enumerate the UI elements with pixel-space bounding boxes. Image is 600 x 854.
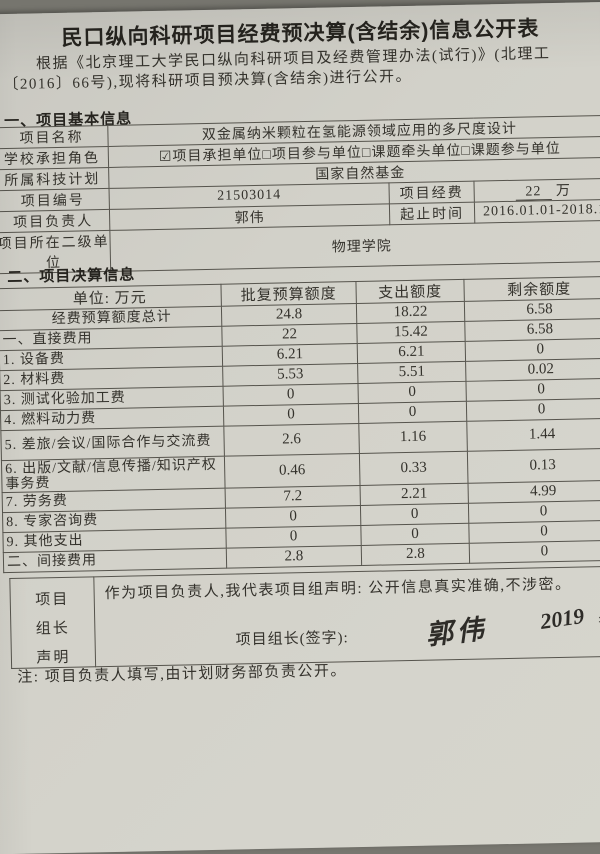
program-label: 所属科技计划 [0, 167, 110, 191]
photographed-document: { "colors": { "paper": "#d2d1c9", "backg… [0, 0, 600, 800]
declaration-box: 项目 组长 声明 作为项目负责人,我代表项目组声明: 公开信息真实准确,不涉密。… [9, 566, 600, 669]
role-option-label: 项目参与单位 [271, 145, 363, 163]
spent-amount: 0.33 [359, 451, 469, 486]
remaining-amount: 0 [465, 338, 600, 362]
unchecked-checkbox-icon: □ [361, 145, 372, 161]
role-option-label: 课题参与单位 [470, 141, 561, 159]
project-name-label: 项目名称 [0, 125, 109, 149]
spent-amount: 0 [357, 381, 467, 404]
remaining-amount: 0.13 [467, 448, 600, 484]
budget-row-label: 二、间接费用 [3, 548, 227, 573]
declaration-body: 作为项目负责人,我代表项目组声明: 公开信息真实准确,不涉密。 项目组长(签字)… [93, 566, 600, 667]
spent-amount: 0 [358, 401, 467, 424]
approved-amount: 6.21 [222, 343, 358, 367]
approved-amount: 22 [221, 323, 358, 347]
column-header: 支出额度 [355, 279, 465, 304]
section-heading-budget-info: 二、项目决算信息 [7, 266, 136, 287]
unit-value: 物理学院 [109, 220, 600, 272]
project-number-label: 项目编号 [0, 188, 110, 212]
remaining-amount: 1.44 [466, 418, 600, 452]
approved-amount: 0 [223, 383, 359, 407]
spent-amount: 2.8 [361, 543, 470, 566]
period-value: 2016.01.01-2018.12 [474, 199, 600, 224]
remaining-amount: 0 [468, 500, 600, 524]
spent-amount: 2.21 [360, 483, 469, 506]
funding-label: 项目经费 [388, 181, 475, 204]
budget-table: 单位: 万元 批复预算额度 支出额度 剩余额度 经费预算额度总计 24.8 18… [0, 276, 600, 573]
period-label: 起止时间 [389, 202, 475, 225]
basic-info-table: 项目名称 双金属纳米颗粒在氢能源领域应用的多尺度设计 学校承担角色 ☑项目承担单… [0, 115, 600, 274]
budget-row-label: 5. 差旅/会议/国际合作与交流费 [0, 426, 225, 461]
approved-amount: 24.8 [221, 303, 357, 327]
table-row: 项目 组长 声明 作为项目负责人,我代表项目组声明: 公开信息真实准确,不涉密。… [9, 566, 600, 669]
spent-amount: 15.42 [356, 321, 466, 344]
remaining-amount: 6.58 [464, 298, 600, 322]
remaining-amount: 0 [465, 378, 600, 402]
approved-amount: 5.53 [222, 363, 358, 387]
spent-amount: 5.51 [357, 361, 466, 384]
remaining-amount: 4.99 [468, 480, 600, 504]
approved-amount: 0 [225, 525, 362, 549]
unchecked-checkbox-icon: □ [262, 147, 273, 163]
approved-amount: 2.8 [226, 545, 362, 569]
budget-row-label: 6. 出版/文献/信息传播/知识产权事务费 [1, 456, 226, 493]
role-label: 学校承担角色 [0, 146, 109, 170]
column-header: 批复预算额度 [220, 281, 357, 307]
approved-amount: 0 [225, 505, 361, 529]
remaining-amount: 0 [468, 520, 600, 544]
declaration-label: 项目 组长 声明 [9, 576, 96, 669]
column-header: 剩余额度 [463, 276, 600, 302]
spent-amount: 1.16 [358, 421, 468, 454]
declaration-statement: 作为项目负责人,我代表项目组声明: 公开信息真实准确,不涉密。 [104, 576, 572, 603]
remaining-amount: 6.58 [464, 318, 600, 342]
remaining-amount: 0.02 [465, 358, 600, 382]
spent-amount: 0 [360, 503, 469, 526]
declaration-label-line: 组长 [35, 620, 71, 638]
signature-label: 项目组长(签字): [235, 630, 349, 649]
approved-amount: 7.2 [225, 485, 361, 509]
funding-value: 22 万 [473, 178, 600, 203]
signature-year-handwriting: 2019 [538, 602, 586, 634]
approved-amount: 2.6 [223, 423, 360, 457]
funding-amount: 22 [515, 184, 552, 201]
spent-amount: 0 [360, 523, 470, 546]
declaration-label-line: 项目 [35, 591, 70, 609]
approved-amount: 0 [223, 403, 359, 427]
role-option-label: 项目承担单位 [172, 147, 263, 165]
approved-amount: 0.46 [224, 453, 361, 489]
remaining-amount: 0 [469, 540, 600, 564]
signature-row: 项目组长(签字): 郭伟 2019 年 11 月 [95, 603, 600, 658]
spent-amount: 18.22 [356, 301, 465, 324]
remaining-amount: 0 [466, 398, 600, 422]
spent-amount: 6.21 [357, 341, 466, 364]
checked-checkbox-icon: ☑ [158, 149, 173, 165]
unchecked-checkbox-icon: □ [461, 143, 471, 159]
leader-label: 项目负责人 [0, 209, 110, 233]
signature-handwriting: 郭伟 [424, 613, 490, 651]
funding-unit: 万 [555, 183, 572, 199]
role-option-label: 课题牵头单位 [371, 143, 462, 161]
